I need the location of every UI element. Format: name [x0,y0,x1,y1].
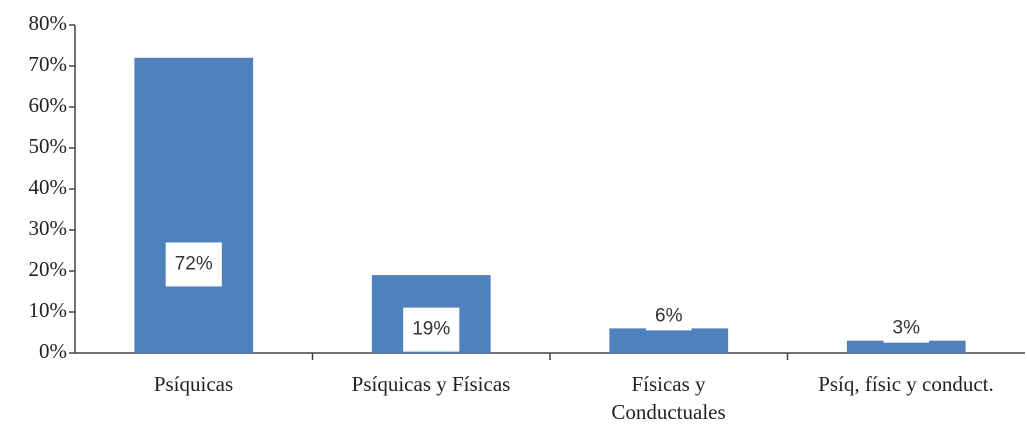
y-tick-label: 50% [29,134,68,158]
x-tick-label: Psíquicas y Físicas [351,372,511,396]
bar [846,340,966,353]
bar [609,328,729,353]
y-tick-label: 30% [29,216,68,240]
x-tick-label: Psíq, físic y conduct. [818,372,994,396]
y-tick-label: 0% [39,339,67,363]
value-label: 3% [893,318,921,339]
value-label-box [883,314,930,343]
x-tick-label: Físicas y Conductuales [611,372,726,424]
bar [134,57,254,354]
y-tick-label: 40% [29,175,68,199]
y-tick-label: 10% [29,298,68,322]
y-tick-label: 20% [29,257,68,281]
value-label: 6% [655,305,683,326]
y-tick-label: 60% [29,93,68,117]
x-tick-label: Psíquicas [153,372,234,396]
y-tick-label: 70% [29,52,68,76]
value-label-box [403,307,460,352]
y-tick-label: 80% [29,11,68,35]
value-label: 72% [175,253,213,274]
value-label-box [645,302,692,331]
value-label: 19% [412,319,450,340]
value-label-box [165,242,222,287]
